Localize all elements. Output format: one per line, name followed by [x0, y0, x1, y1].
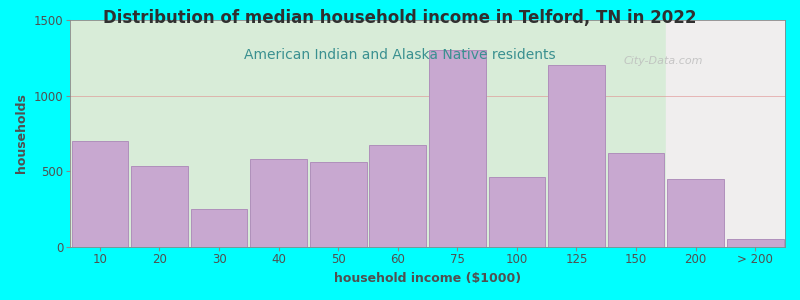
Bar — [370, 145, 426, 247]
Bar — [429, 50, 486, 247]
Bar — [489, 177, 546, 247]
Y-axis label: households: households — [15, 93, 28, 173]
X-axis label: household income ($1000): household income ($1000) — [334, 272, 521, 285]
Bar — [667, 178, 724, 247]
Bar — [72, 141, 128, 247]
Bar — [131, 167, 188, 247]
Bar — [190, 209, 247, 247]
Text: City-Data.com: City-Data.com — [624, 56, 703, 66]
Text: Distribution of median household income in Telford, TN in 2022: Distribution of median household income … — [103, 9, 697, 27]
Bar — [548, 65, 605, 247]
Bar — [310, 162, 366, 247]
Bar — [666, 20, 785, 247]
Text: American Indian and Alaska Native residents: American Indian and Alaska Native reside… — [244, 48, 556, 62]
Bar — [250, 159, 307, 247]
Bar — [608, 153, 664, 247]
Bar — [727, 239, 783, 247]
